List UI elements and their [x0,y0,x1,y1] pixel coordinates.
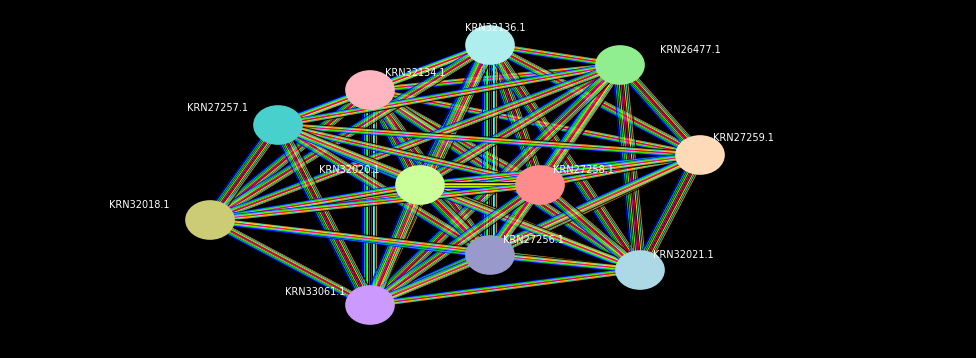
Text: KRN27257.1: KRN27257.1 [187,103,248,113]
Text: KRN32020.1: KRN32020.1 [319,165,380,175]
Ellipse shape [516,166,564,204]
Ellipse shape [396,166,444,204]
Ellipse shape [346,286,394,324]
Ellipse shape [676,136,724,174]
Text: KRN27258.1: KRN27258.1 [553,165,614,175]
Text: KRN26477.1: KRN26477.1 [660,45,720,55]
Text: KRN32018.1: KRN32018.1 [109,200,170,210]
Ellipse shape [466,26,514,64]
Text: KRN32021.1: KRN32021.1 [653,250,713,260]
Ellipse shape [596,46,644,84]
Text: KRN32134.1: KRN32134.1 [385,68,445,78]
Text: KRN32136.1: KRN32136.1 [465,23,525,33]
Ellipse shape [346,71,394,109]
Ellipse shape [616,251,664,289]
Ellipse shape [254,106,302,144]
Text: KRN27256.1: KRN27256.1 [503,235,564,245]
Text: KRN27259.1: KRN27259.1 [713,133,774,143]
Ellipse shape [466,236,514,274]
Ellipse shape [186,201,234,239]
Text: KRN33061.1: KRN33061.1 [285,287,345,297]
